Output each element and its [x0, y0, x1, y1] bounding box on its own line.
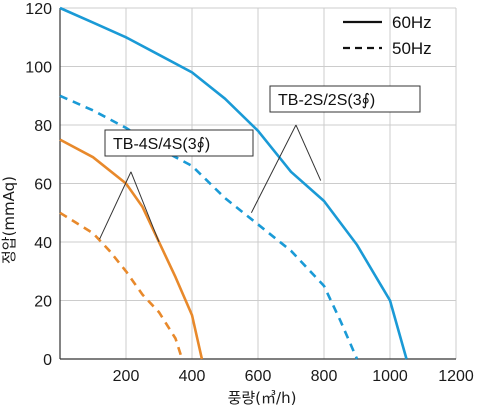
legend-50hz-label: 50Hz: [392, 39, 432, 58]
series-line-tb2s-60hz: [59, 6, 408, 360]
pointer-tb2s-0: [250, 124, 297, 213]
x-tick-label: 800: [311, 368, 338, 385]
y-tick-label: 20: [34, 294, 52, 311]
model-label-tb2s: TB-2S/2S(3∮): [269, 85, 421, 113]
series-lines: [59, 6, 408, 360]
series-line-tb4s-50hz: [59, 211, 184, 360]
y-tick-label: 40: [34, 235, 52, 252]
tick-labels: 0 20 40 60 80 100 120 200 400 600 800 1000 1200: [25, 1, 474, 385]
x-tick-label: 200: [113, 368, 140, 385]
pointer-tb4s-1: [130, 171, 160, 243]
pointer-tb4s-0: [99, 171, 132, 240]
y-tick-label: 120: [25, 1, 52, 18]
x-tick-label: 1200: [438, 368, 474, 385]
model-label-tb4s: TB-4S/4S(3∮): [104, 129, 254, 157]
model-label-tb2s-text: TB-2S/2S(3∮): [278, 92, 375, 109]
model-label-tb2s-box: [269, 85, 421, 113]
x-tick-label: 1000: [372, 368, 408, 385]
y-tick-label: 0: [43, 352, 52, 369]
x-tick-label: 400: [179, 368, 206, 385]
y-axis-label: 정압(mmAq): [0, 176, 18, 264]
model-label-tb4s-box: [104, 129, 254, 157]
y-tick-label: 80: [34, 118, 52, 135]
series-line-tb4s-60hz: [59, 138, 204, 360]
legend-60hz-label: 60Hz: [392, 13, 432, 32]
pointer-tb2s-1: [295, 124, 322, 181]
y-tick-label: 60: [34, 177, 52, 194]
series-line-tb2s-50hz: [59, 94, 359, 360]
x-tick-label: 600: [245, 368, 272, 385]
y-tick-label: 100: [25, 60, 52, 77]
model-label-pointers: [99, 124, 322, 243]
x-axis-label: 풍량(㎥/h): [228, 389, 297, 407]
model-label-tb4s-text: TB-4S/4S(3∮): [113, 136, 210, 153]
legend: 60Hz 50Hz: [343, 13, 432, 58]
